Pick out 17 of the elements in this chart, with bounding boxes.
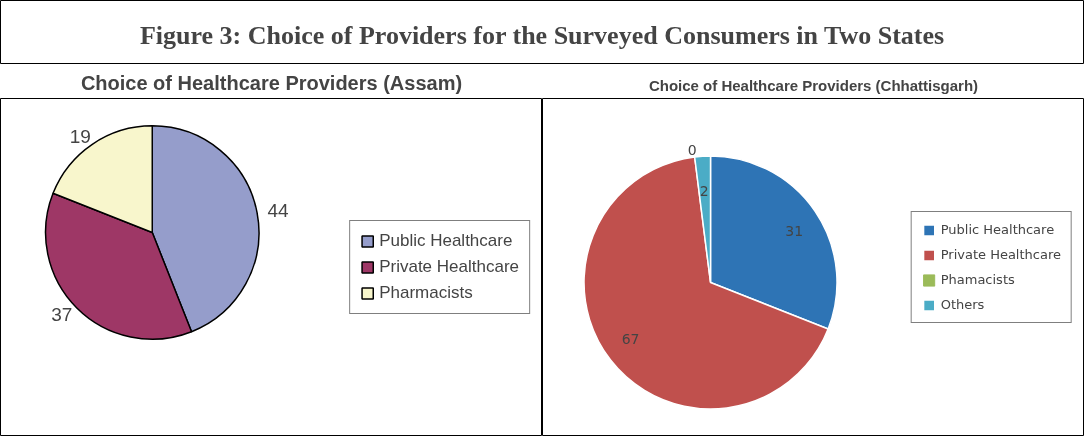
data-label: 67: [621, 330, 640, 347]
legend-label: Private Healthcare: [940, 247, 1061, 262]
data-label: 19: [69, 125, 91, 147]
chart-title: Choice of Healthcare Providers (Assam): [80, 71, 463, 94]
legend-label: Public Healthcare: [379, 231, 513, 251]
legend-label: Others: [940, 297, 985, 312]
chart-title: Choice of Healthcare Providers (Chhattisgarh): [648, 76, 979, 94]
data-label: 37: [51, 304, 73, 326]
legend-label: Pharmacists: [379, 283, 473, 303]
data-label: 31: [785, 222, 804, 239]
legend-label: Public Healthcare: [940, 222, 1055, 237]
legend-label: Private Healthcare: [379, 257, 519, 277]
data-label: 44: [267, 200, 290, 222]
text: 0: [687, 142, 697, 159]
legend-label: Phamacists: [940, 272, 1015, 287]
data-label: 2: [699, 182, 709, 199]
text: Figure 3: Choice of Providers for the Surveyed Consumers in Two States: [139, 21, 945, 51]
